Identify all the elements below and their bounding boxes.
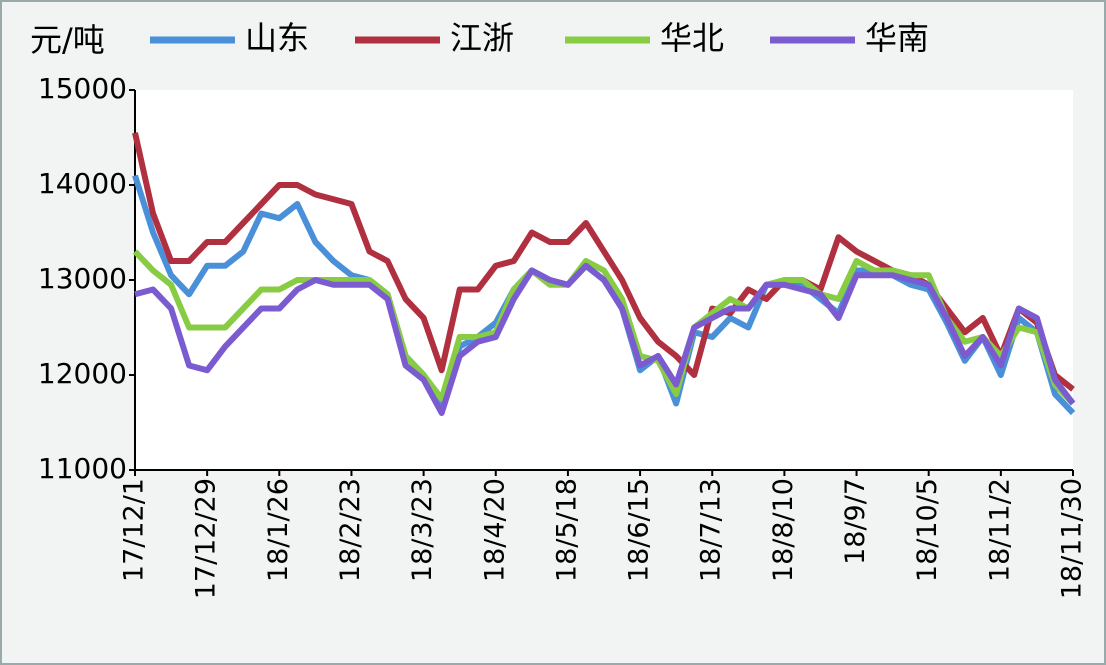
x-tick-label: 18/9/7: [840, 478, 871, 565]
x-tick-label: 17/12/1: [119, 478, 150, 582]
series-line: [132, 249, 1076, 406]
series-line: [134, 262, 1076, 416]
x-tick-label: 18/1/26: [263, 478, 294, 582]
legend-label: 华南: [865, 19, 929, 57]
x-tick-label: 18/11/30: [1057, 478, 1088, 599]
x-tick-label: 18/4/20: [479, 478, 510, 582]
legend-label: 江浙: [450, 19, 514, 57]
legend-label: 山东: [245, 19, 309, 57]
y-tick-label: 15000: [38, 72, 127, 105]
x-tick-label: 18/10/5: [912, 478, 943, 582]
x-tick-label: 18/11/2: [984, 478, 1015, 582]
x-tick-label: 18/7/13: [696, 478, 727, 582]
x-tick-label: 18/2/23: [335, 478, 366, 582]
x-tick-label: 18/8/10: [768, 478, 799, 582]
x-tick-label: 18/5/18: [551, 478, 582, 582]
y-tick-label: 12000: [38, 357, 127, 390]
x-tick-label: 18/6/15: [624, 478, 655, 582]
legend-label: 华北: [660, 19, 724, 57]
y-tick-label: 11000: [38, 452, 127, 485]
y-tick-label: 13000: [38, 262, 127, 295]
x-tick-label: 17/12/29: [191, 478, 222, 599]
y-tick-label: 14000: [38, 167, 127, 200]
x-tick-label: 18/3/23: [407, 478, 438, 582]
y-axis-label: 元/吨: [30, 21, 105, 59]
series-line: [132, 132, 1075, 392]
